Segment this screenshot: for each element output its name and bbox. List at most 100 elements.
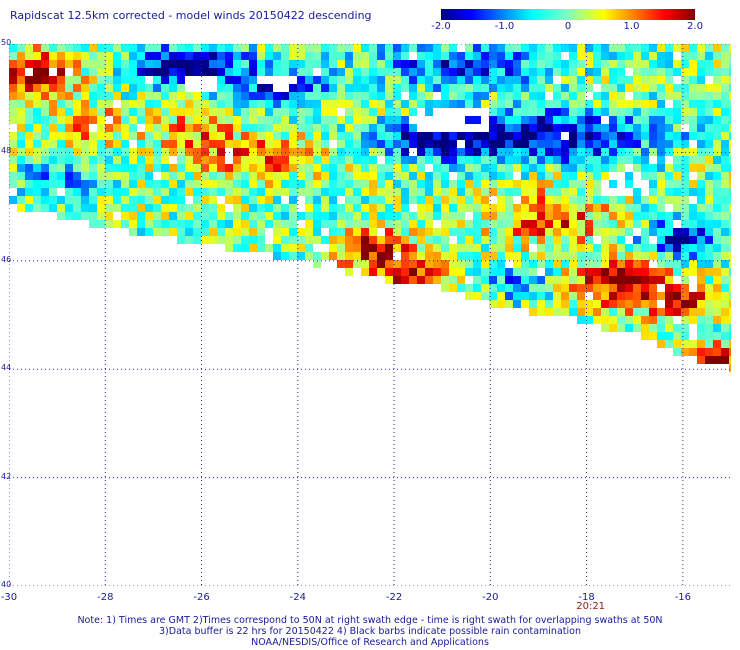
wind-cell bbox=[209, 60, 217, 68]
wind-cell bbox=[369, 164, 377, 172]
wind-cell bbox=[417, 76, 425, 84]
wind-cell bbox=[201, 188, 209, 196]
wind-cell bbox=[513, 236, 521, 244]
wind-cell bbox=[457, 68, 465, 76]
wind-cell bbox=[417, 60, 425, 68]
wind-cell bbox=[537, 108, 545, 116]
wind-cell bbox=[713, 260, 721, 268]
wind-cell bbox=[649, 92, 657, 100]
wind-cell bbox=[569, 124, 577, 132]
wind-cell bbox=[73, 164, 81, 172]
wind-cell bbox=[377, 124, 385, 132]
wind-cell bbox=[425, 268, 433, 276]
wind-cell bbox=[393, 220, 401, 228]
wind-cell bbox=[265, 164, 273, 172]
wind-cell bbox=[321, 252, 329, 260]
wind-cell bbox=[137, 76, 145, 84]
latitude-label: 48 bbox=[1, 146, 12, 156]
wind-cell bbox=[449, 140, 457, 148]
wind-cell bbox=[385, 260, 393, 268]
wind-cell bbox=[377, 204, 385, 212]
wind-cell bbox=[329, 132, 337, 140]
wind-cell bbox=[361, 44, 369, 52]
wind-cell bbox=[369, 52, 377, 60]
wind-cell bbox=[393, 44, 401, 52]
wind-cell bbox=[273, 132, 281, 140]
wind-cell bbox=[697, 108, 705, 116]
wind-cell bbox=[705, 292, 713, 300]
wind-cell bbox=[537, 228, 545, 236]
wind-cell bbox=[25, 52, 33, 60]
wind-cell bbox=[721, 300, 729, 308]
wind-cell bbox=[321, 172, 329, 180]
wind-cell bbox=[441, 140, 449, 148]
wind-cell bbox=[289, 132, 297, 140]
wind-cell bbox=[345, 204, 353, 212]
wind-cell bbox=[369, 68, 377, 76]
wind-cell bbox=[545, 308, 553, 316]
wind-cell bbox=[513, 76, 521, 84]
wind-cell bbox=[729, 300, 731, 308]
wind-cell bbox=[169, 44, 177, 52]
wind-cell bbox=[185, 52, 193, 60]
wind-cell bbox=[585, 132, 593, 140]
wind-cell bbox=[497, 260, 505, 268]
wind-cell bbox=[545, 236, 553, 244]
wind-cell bbox=[377, 220, 385, 228]
wind-cell bbox=[481, 212, 489, 220]
wind-cell bbox=[337, 76, 345, 84]
wind-cell bbox=[297, 92, 305, 100]
wind-cell bbox=[633, 196, 641, 204]
wind-cell bbox=[145, 60, 153, 68]
wind-cell bbox=[361, 156, 369, 164]
wind-cell bbox=[369, 132, 377, 140]
wind-cell bbox=[321, 76, 329, 84]
wind-cell bbox=[329, 52, 337, 60]
wind-cell bbox=[273, 60, 281, 68]
wind-cell bbox=[401, 244, 409, 252]
colorbar-tick-label: 1.0 bbox=[623, 21, 640, 32]
wind-cell bbox=[385, 276, 393, 284]
wind-cell bbox=[633, 244, 641, 252]
wind-cell bbox=[161, 220, 169, 228]
wind-cell bbox=[449, 92, 457, 100]
wind-cell bbox=[521, 268, 529, 276]
wind-cell bbox=[241, 164, 249, 172]
wind-cell bbox=[585, 52, 593, 60]
wind-cell bbox=[457, 260, 465, 268]
wind-cell bbox=[321, 52, 329, 60]
wind-cell bbox=[481, 76, 489, 84]
wind-cell bbox=[601, 324, 609, 332]
wind-cell bbox=[409, 156, 417, 164]
wind-cell bbox=[185, 180, 193, 188]
wind-cell bbox=[105, 188, 113, 196]
wind-cell bbox=[345, 188, 353, 196]
wind-cell bbox=[681, 308, 689, 316]
wind-cell bbox=[233, 44, 241, 52]
wind-cell bbox=[497, 212, 505, 220]
wind-cell bbox=[497, 252, 505, 260]
wind-cell bbox=[553, 292, 561, 300]
wind-cell bbox=[513, 292, 521, 300]
wind-cell bbox=[73, 156, 81, 164]
wind-cell bbox=[465, 252, 473, 260]
wind-cell bbox=[713, 116, 721, 124]
wind-cell bbox=[337, 252, 345, 260]
wind-cell bbox=[545, 252, 553, 260]
wind-cell bbox=[361, 196, 369, 204]
wind-cell bbox=[449, 276, 457, 284]
wind-cell bbox=[449, 228, 457, 236]
wind-cell bbox=[121, 164, 129, 172]
longitude-label: -16 bbox=[674, 592, 692, 603]
wind-cell bbox=[225, 100, 233, 108]
wind-cell bbox=[113, 68, 121, 76]
wind-cell bbox=[169, 212, 177, 220]
wind-cell bbox=[489, 52, 497, 60]
wind-cell bbox=[553, 284, 561, 292]
wind-cell bbox=[625, 60, 633, 68]
wind-cell bbox=[409, 84, 417, 92]
wind-cell bbox=[497, 132, 505, 140]
wind-cell bbox=[289, 172, 297, 180]
wind-cell bbox=[273, 52, 281, 60]
wind-cell bbox=[25, 92, 33, 100]
